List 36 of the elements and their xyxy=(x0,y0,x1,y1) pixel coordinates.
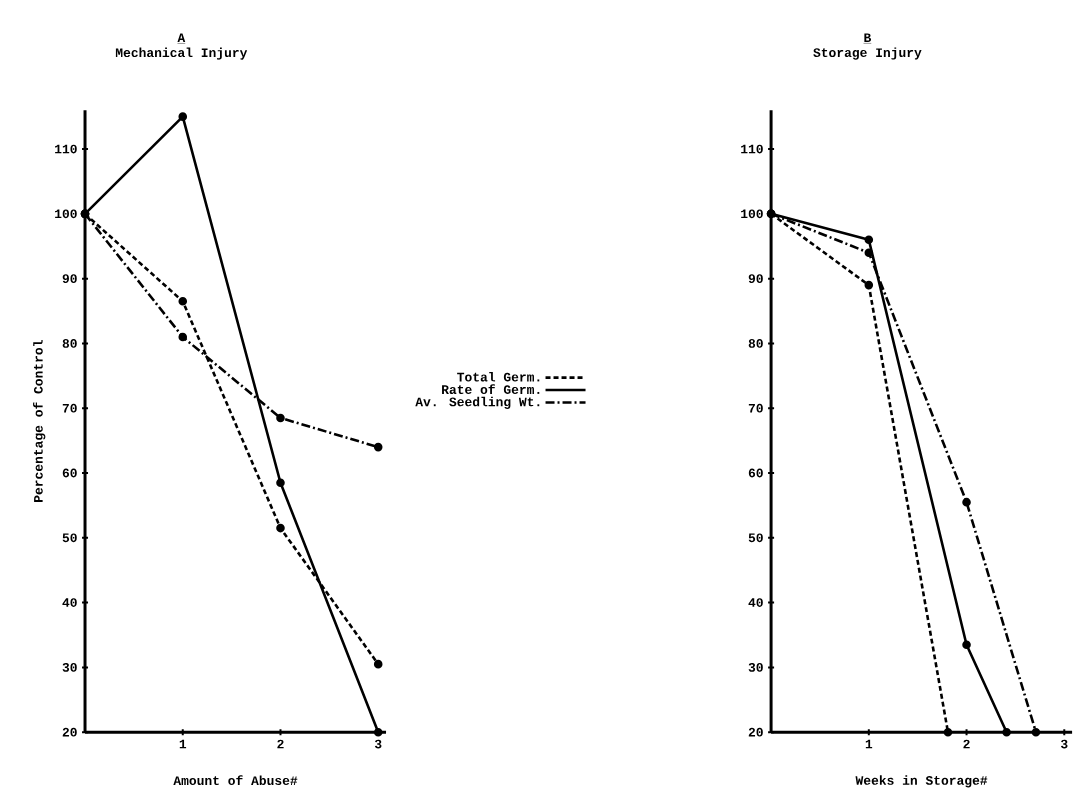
y-tick-label: 50 xyxy=(748,533,763,543)
y-tick-label: 20 xyxy=(62,727,77,737)
y-tick-label: 60 xyxy=(62,468,77,478)
x-tick-label: 3 xyxy=(374,739,382,749)
y-tick-label: 80 xyxy=(748,339,763,348)
y-tick-label: 100 xyxy=(741,209,763,219)
y-tick-label: 110 xyxy=(741,144,763,154)
legend-label: Rate of Germ. xyxy=(442,384,540,395)
x-tick-label: 2 xyxy=(963,739,970,749)
x-tick-label: 1 xyxy=(865,739,873,749)
y-tick-label: 70 xyxy=(748,403,763,413)
legend-label: Total Germ. xyxy=(457,372,540,382)
y-tick-label: 70 xyxy=(62,403,77,413)
chart-subtitle: Mechanical Injury xyxy=(115,47,248,60)
y-tick-label: 110 xyxy=(55,144,77,154)
chart-title: A xyxy=(177,33,186,43)
y-tick-label: 80 xyxy=(62,339,77,348)
y-tick-label: 40 xyxy=(62,598,77,608)
y-tick-label: 30 xyxy=(62,663,77,672)
y-axis-title: Percentage of Control xyxy=(33,340,46,503)
x-axis-title: Weeks in Storage# xyxy=(855,775,988,788)
y-tick-label: 90 xyxy=(62,274,77,284)
x-axis-title: Amount of Abuse# xyxy=(173,775,298,786)
legend-label: Av. Seedling Wt. xyxy=(415,396,540,410)
x-tick-label: 3 xyxy=(1060,739,1068,749)
x-tick-label: 2 xyxy=(277,739,284,749)
y-tick-label: 60 xyxy=(748,468,763,478)
y-tick-label: 30 xyxy=(748,663,763,672)
x-tick-label: 1 xyxy=(179,739,187,749)
y-tick-label: 90 xyxy=(748,274,763,284)
y-tick-label: 20 xyxy=(748,727,763,737)
chart-subtitle: Storage Injury xyxy=(813,47,922,60)
y-tick-label: 100 xyxy=(55,209,77,219)
chart-title: B xyxy=(864,33,872,43)
y-tick-label: 40 xyxy=(748,598,763,608)
y-tick-label: 50 xyxy=(62,533,77,543)
